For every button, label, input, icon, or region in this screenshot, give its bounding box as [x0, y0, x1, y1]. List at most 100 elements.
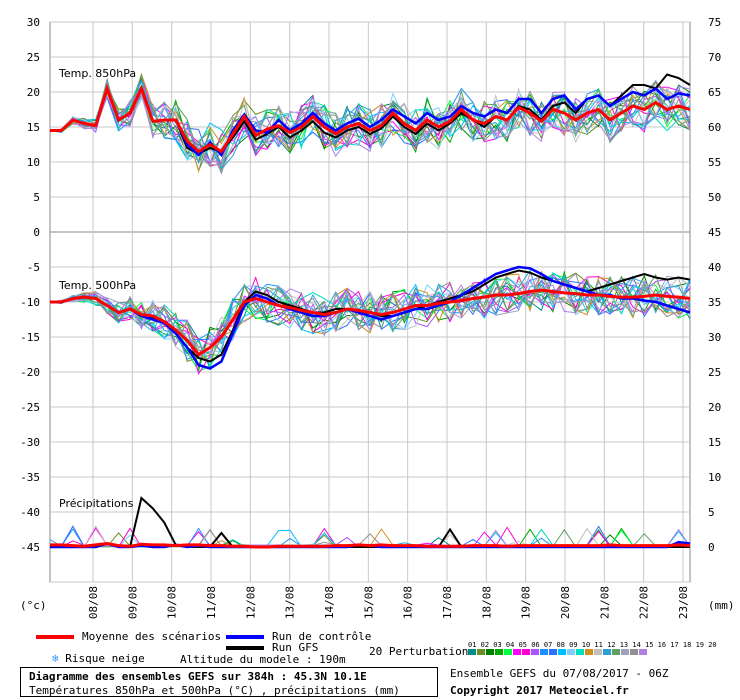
x-tick-label: 22/08 — [638, 586, 651, 619]
mean-line — [50, 541, 691, 549]
perturbation-color-box — [603, 649, 611, 655]
x-axis-ticks: 08/08 09/08 10/08 11/08 12/08 13/08 14/08 15/08… — [87, 586, 690, 619]
x-tick-label: 17/08 — [441, 586, 454, 619]
left-tick-label: 0 — [33, 226, 40, 239]
perturbation-color-box — [504, 649, 512, 655]
perturbations-label: 20 Perturbations — [369, 645, 475, 658]
perturbation-color-box — [567, 649, 575, 655]
perturbation-color-box — [639, 649, 647, 655]
left-axis-ticks: 30 25 20 15 10 5 0 -5 -10 -15 -20 -25 -30 -35 -40 -45 — [20, 16, 40, 554]
footer-subtitle: Températures 850hPa et 500hPa (°C) , pré… — [29, 684, 400, 697]
left-tick-label: -40 — [20, 506, 40, 519]
legend-gfs-label: Run GFS — [272, 641, 319, 654]
left-tick-label: -20 — [20, 366, 40, 379]
perturbation-color-box — [630, 649, 638, 655]
perturbation-color-box — [495, 649, 503, 655]
perturbation-line — [49, 89, 691, 167]
legend-gfs: Run GFS — [226, 641, 318, 654]
right-tick-label-850: 65 — [708, 86, 721, 99]
copyright: Copyright 2017 Meteociel.fr — [450, 684, 629, 697]
perturbation-color-box — [477, 649, 485, 655]
legend-snow-label: Risque neige — [65, 652, 145, 665]
legend-mean: Moyenne des scénarios — [36, 630, 221, 643]
gfs-swatch — [226, 646, 264, 650]
perturbation-numbers: 01 02 03 04 05 06 07 08 09 10 11 12 13 1… — [468, 641, 717, 649]
right-axis-unit: (mm) — [708, 599, 735, 612]
perturbation-color-box — [513, 649, 521, 655]
perturbation-lines — [49, 72, 691, 548]
right-tick-label-500: 30 — [708, 331, 721, 344]
perturbation-color-box — [522, 649, 530, 655]
left-axis-unit: (°c) — [20, 599, 47, 612]
perturbation-color-boxes — [468, 649, 647, 655]
right-tick-label-850: 60 — [708, 121, 721, 134]
perturbation-line — [49, 77, 691, 171]
right-tick-label-500: 20 — [708, 401, 721, 414]
left-tick-label: 25 — [27, 51, 40, 64]
right-tick-label-500: 45 — [708, 226, 721, 239]
legend-control: Run de contrôle — [226, 630, 371, 643]
left-tick-label: -5 — [27, 261, 40, 274]
mean-swatch — [36, 635, 74, 639]
footer-title: Diagramme des ensembles GEFS sur 384h : … — [29, 670, 367, 683]
right-tick-label-500: 40 — [708, 261, 721, 274]
left-tick-label: 15 — [27, 121, 40, 134]
info-box: Diagramme des ensembles GEFS sur 384h : … — [20, 667, 438, 697]
left-tick-label: -25 — [20, 401, 40, 414]
right-tick-label-850: 75 — [708, 16, 721, 29]
ensemble-info: Ensemble GEFS du 07/08/2017 - 06Z — [450, 667, 669, 680]
x-tick-label: 14/08 — [323, 586, 336, 619]
perturbation-color-box — [612, 649, 620, 655]
x-tick-label: 20/08 — [559, 586, 572, 619]
perturbation-line — [49, 78, 691, 174]
mean-line — [50, 288, 691, 357]
right-tick-label-850: 50 — [708, 191, 721, 204]
perturbation-color-box — [540, 649, 548, 655]
x-tick-label: 10/08 — [166, 586, 179, 619]
perturbation-color-box — [468, 649, 476, 655]
panel-label-850: Temp. 850hPa — [58, 67, 136, 80]
x-tick-label: 18/08 — [480, 586, 493, 619]
perturbation-color-box — [585, 649, 593, 655]
right-tick-label-500: 15 — [708, 436, 721, 449]
perturbation-line — [49, 270, 691, 362]
x-tick-label: 21/08 — [598, 586, 611, 619]
left-tick-label: 10 — [27, 156, 40, 169]
right-tick-label-850: 70 — [708, 51, 721, 64]
panel-label-500: Temp. 500hPa — [58, 279, 136, 292]
right-tick-label-500: 25 — [708, 366, 721, 379]
x-tick-label: 15/08 — [362, 586, 375, 619]
x-tick-label: 13/08 — [284, 586, 297, 619]
legend-mean-label: Moyenne des scénarios — [82, 630, 222, 643]
left-tick-label: -10 — [20, 296, 40, 309]
control-swatch — [226, 635, 264, 639]
perturbation-color-box — [549, 649, 557, 655]
snowflake-icon: ❄ — [52, 652, 59, 665]
left-tick-label: -45 — [20, 541, 40, 554]
x-tick-label: 23/08 — [677, 586, 690, 619]
right-tick-label-500: 10 — [708, 471, 721, 484]
right-tick-label-850: 55 — [708, 156, 721, 169]
x-tick-label: 09/08 — [126, 586, 139, 619]
perturbation-color-box — [531, 649, 539, 655]
x-tick-label: 16/08 — [402, 586, 415, 619]
left-tick-label: 20 — [27, 86, 40, 99]
mean-line — [50, 83, 691, 154]
right-tick-label-500: 5 — [708, 506, 715, 519]
left-tick-label: 30 — [27, 16, 40, 29]
legend-snow: ❄ Risque neige — [52, 652, 145, 665]
x-tick-label: 19/08 — [520, 586, 533, 619]
perturbation-color-box — [621, 649, 629, 655]
right-tick-label-500: 0 — [708, 541, 715, 554]
x-tick-label: 12/08 — [244, 586, 257, 619]
panel-label-precip: Précipitations — [59, 497, 134, 510]
left-tick-label: -35 — [20, 471, 40, 484]
perturbation-color-box — [486, 649, 494, 655]
left-tick-label: 5 — [33, 191, 40, 204]
perturbation-color-box — [576, 649, 584, 655]
perturbation-line — [49, 85, 691, 163]
left-tick-label: -30 — [20, 436, 40, 449]
perturbation-color-box — [594, 649, 602, 655]
x-tick-label: 11/08 — [205, 586, 218, 619]
